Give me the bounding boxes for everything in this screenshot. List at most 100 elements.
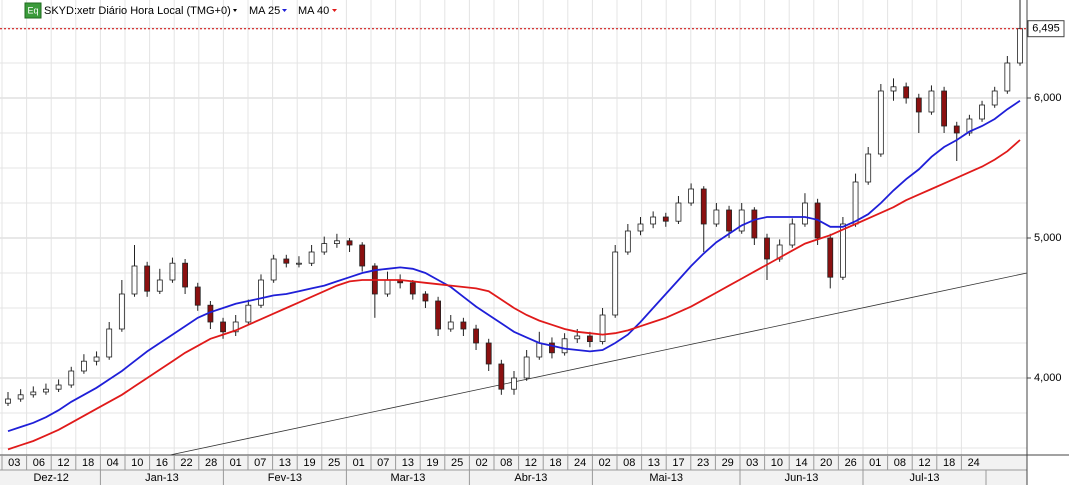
candle-body — [346, 240, 353, 246]
candle-body — [68, 370, 75, 386]
legend: Eq SKYD:xetr Diário Hora Local (TMG+0) M… — [24, 2, 337, 19]
candle-body — [852, 181, 859, 225]
candle-body — [549, 342, 555, 354]
x-tick-label: 01 — [869, 457, 881, 469]
x-axis: 03 06 12 18 Dez-12 04 10 16 22 28 Jan-13 01 07 13 19 25… — [1, 455, 987, 485]
y-axis: 4,000 5,000 6,000 6,495 — [1027, 20, 1065, 384]
candle-body — [903, 86, 910, 99]
x-tick-label: 20 — [820, 457, 832, 469]
candle-body — [587, 335, 593, 342]
x-tick-label: 24 — [574, 457, 586, 469]
dropdown-arrow[interactable] — [332, 9, 337, 12]
x-tick-label: 19 — [303, 457, 315, 469]
candle-body — [915, 97, 922, 113]
candle-body — [359, 244, 366, 267]
candle-body — [245, 304, 252, 323]
x-tick-label: 02 — [599, 457, 611, 469]
x-tick-label: 12 — [918, 457, 930, 469]
candle-body — [106, 328, 113, 358]
candle-body — [738, 209, 745, 232]
x-tick-label: 08 — [894, 457, 906, 469]
candle-body — [675, 202, 682, 222]
candle-body — [485, 342, 492, 365]
candle-body — [827, 237, 834, 278]
candle-body — [283, 258, 290, 264]
y-tick-label: 5,000 — [1034, 232, 1062, 244]
x-tick-label: 18 — [549, 457, 561, 469]
x-tick-label: 03 — [8, 457, 20, 469]
x-tick-label: 17 — [672, 457, 684, 469]
candle-body — [700, 188, 707, 225]
candle-body — [182, 262, 189, 288]
candle-body — [447, 321, 454, 330]
x-tick-label: 10 — [771, 457, 783, 469]
candle-body — [1004, 62, 1011, 92]
dropdown-arrow[interactable] — [233, 9, 237, 12]
x-tick-label: 26 — [845, 457, 857, 469]
candle-body — [536, 342, 543, 358]
candle-body — [928, 90, 935, 113]
x-tick-label: 18 — [82, 457, 94, 469]
dropdown-arrow[interactable] — [282, 9, 287, 12]
candle-body — [473, 328, 479, 344]
candle-body — [144, 265, 151, 292]
candle-body — [5, 398, 11, 404]
candle-body — [498, 363, 505, 390]
x-tick-label: 04 — [107, 457, 119, 469]
candle-body — [169, 262, 176, 281]
x-tick-label: 02 — [476, 457, 488, 469]
plot — [0, 0, 1027, 451]
candle-body — [599, 314, 606, 343]
candle-body — [890, 86, 897, 92]
candle-body — [384, 279, 391, 295]
candle-body — [561, 338, 568, 354]
x-tick-label: 25 — [328, 457, 340, 469]
candle-body — [30, 391, 37, 396]
x-tick-label: 24 — [968, 457, 980, 469]
candle-body — [789, 223, 796, 246]
legend-ma40[interactable]: MA 40 — [298, 5, 329, 17]
candle-body — [409, 282, 416, 295]
symbol-icon — [24, 2, 42, 19]
candle-body — [220, 321, 226, 333]
candle-body — [751, 209, 758, 239]
x-tick-label: 12 — [57, 457, 69, 469]
candle-body — [43, 388, 49, 393]
last-price-label: 6,495 — [1032, 23, 1060, 35]
legend-symbol[interactable]: SKYD:xetr Diário Hora Local (TMG+0) — [44, 5, 231, 17]
candle-body — [321, 243, 328, 253]
candle-body — [637, 223, 644, 232]
x-tick-label: 28 — [205, 457, 217, 469]
legend-ma25[interactable]: MA 25 — [249, 5, 280, 17]
candle-body — [776, 244, 783, 260]
candle-body — [258, 279, 264, 306]
x-tick-label: 22 — [180, 457, 192, 469]
month-label: Jun-13 — [785, 472, 819, 484]
candle-body — [713, 209, 720, 225]
x-tick-label: 29 — [722, 457, 734, 469]
x-tick-label: 16 — [156, 457, 168, 469]
candle-body — [308, 251, 315, 264]
candle-body — [511, 377, 517, 390]
grid — [0, 0, 1027, 455]
candle-body — [802, 202, 808, 225]
x-tick-label: 07 — [377, 457, 389, 469]
x-tick-label: 10 — [131, 457, 143, 469]
candle-body — [726, 209, 732, 232]
candle-body — [55, 384, 62, 390]
candle-body — [877, 90, 884, 155]
candle-body — [688, 188, 694, 204]
month-label: Jan-13 — [145, 472, 179, 484]
candle-body — [574, 335, 581, 340]
candle-body — [81, 360, 87, 372]
candle-body — [966, 118, 973, 134]
y-tick-label: 6,000 — [1034, 92, 1062, 104]
month-label: Mai-13 — [649, 472, 683, 484]
symbol-icon-label: Eq — [27, 5, 38, 15]
month-label: Jul-13 — [910, 472, 940, 484]
candle-body — [941, 90, 947, 127]
month-label: Abr-13 — [514, 472, 547, 484]
candle-body — [764, 237, 770, 260]
candle-body — [17, 394, 24, 400]
